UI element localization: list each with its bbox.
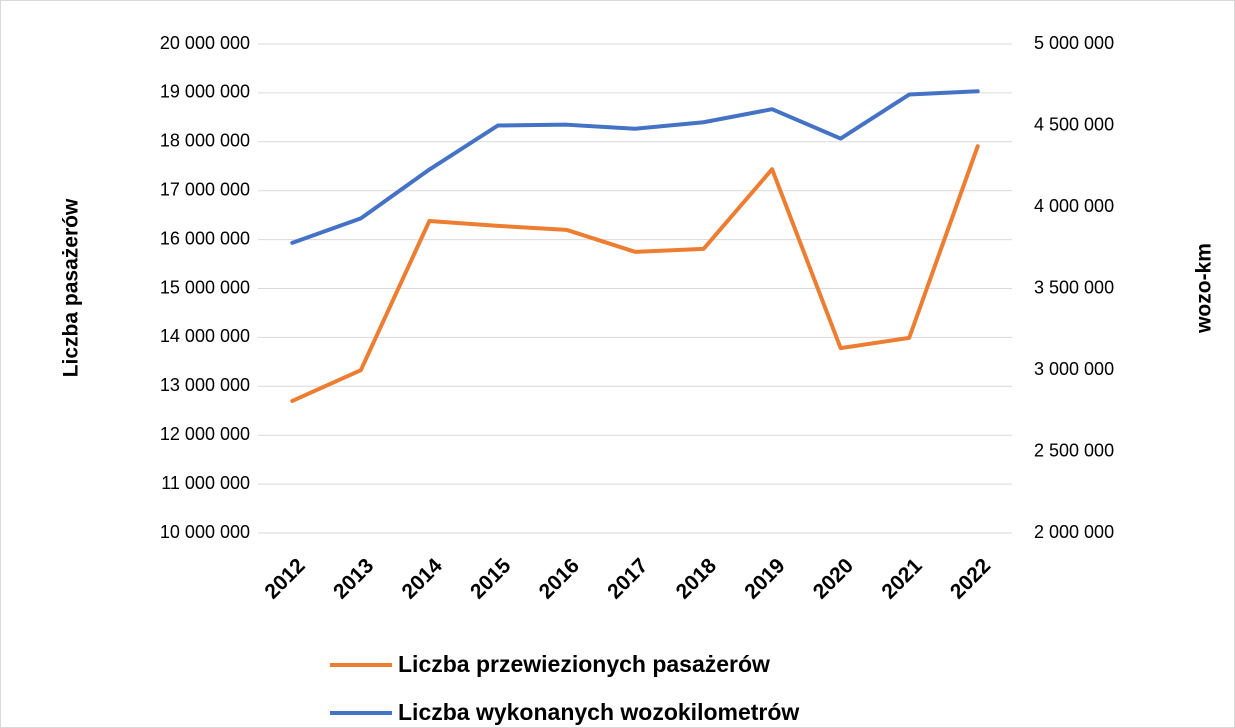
y2-tick-label: 3 500 000: [1034, 277, 1114, 297]
legend-label: Liczba przewiezionych pasażerów: [398, 651, 770, 677]
y2-axis-label: wozo-km: [1193, 243, 1216, 334]
y-tick-label: 18 000 000: [160, 131, 250, 151]
y2-tick-label: 4 500 000: [1034, 114, 1114, 134]
legend-label: Liczba wykonanych wozokilometrów: [398, 699, 799, 725]
series-line: [290, 144, 980, 403]
y-tick-label: 11 000 000: [161, 473, 250, 493]
y-tick-label: 19 000 000: [160, 82, 250, 102]
y2-tick-label: 4 000 000: [1034, 196, 1114, 216]
y-tick-label: 15 000 000: [160, 277, 250, 297]
y-tick-label: 17 000 000: [160, 179, 250, 199]
y-axis-label: Liczba pasażerów: [60, 198, 83, 377]
series-line: [290, 89, 980, 245]
y-tick-label: 12 000 000: [160, 424, 250, 444]
y-tick-label: 10 000 000: [160, 522, 250, 542]
y2-tick-label: 3 000 000: [1034, 359, 1114, 379]
y-tick-label: 13 000 000: [160, 375, 250, 395]
y-tick-label: 14 000 000: [160, 326, 250, 346]
y2-tick-label: 2 500 000: [1034, 440, 1114, 460]
y2-tick-label: 2 000 000: [1034, 522, 1114, 542]
y2-tick-label: 5 000 000: [1034, 33, 1114, 53]
y-tick-label: 20 000 000: [160, 33, 250, 53]
y-tick-label: 16 000 000: [160, 228, 250, 248]
